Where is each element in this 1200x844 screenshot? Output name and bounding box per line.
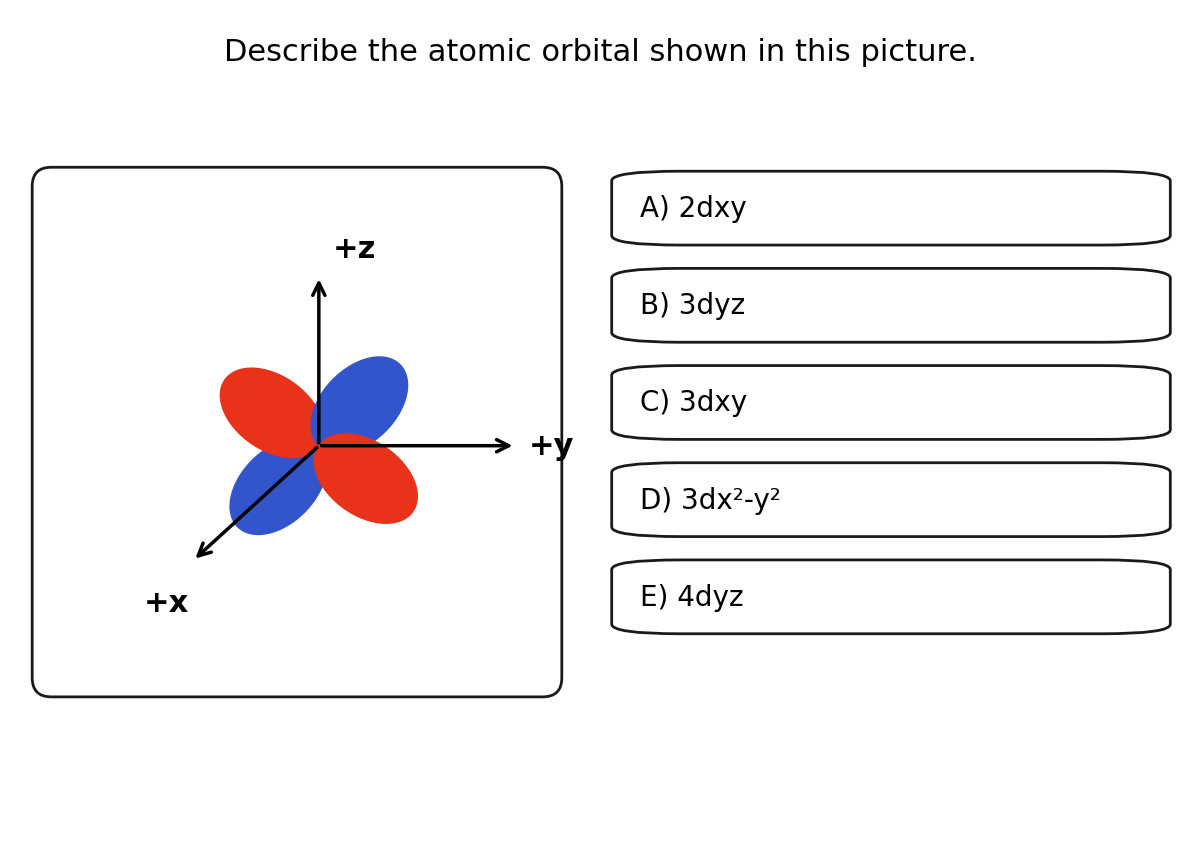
Polygon shape — [230, 439, 326, 535]
FancyBboxPatch shape — [612, 560, 1170, 634]
Text: Describe the atomic orbital shown in this picture.: Describe the atomic orbital shown in thi… — [223, 38, 977, 67]
Text: +y: +y — [529, 431, 575, 461]
Polygon shape — [314, 435, 418, 523]
Text: +z: +z — [332, 235, 376, 263]
Text: A) 2dxy: A) 2dxy — [641, 195, 746, 223]
Polygon shape — [311, 358, 408, 454]
Text: D) 3dx²-y²: D) 3dx²-y² — [641, 486, 781, 514]
FancyBboxPatch shape — [612, 172, 1170, 246]
FancyBboxPatch shape — [612, 463, 1170, 537]
Text: +x: +x — [143, 588, 188, 617]
FancyBboxPatch shape — [612, 366, 1170, 440]
Text: E) 4dyz: E) 4dyz — [641, 583, 744, 611]
FancyBboxPatch shape — [612, 269, 1170, 343]
Polygon shape — [221, 369, 323, 458]
Text: C) 3dxy: C) 3dxy — [641, 389, 748, 417]
Text: B) 3dyz: B) 3dyz — [641, 292, 745, 320]
FancyBboxPatch shape — [32, 168, 562, 697]
